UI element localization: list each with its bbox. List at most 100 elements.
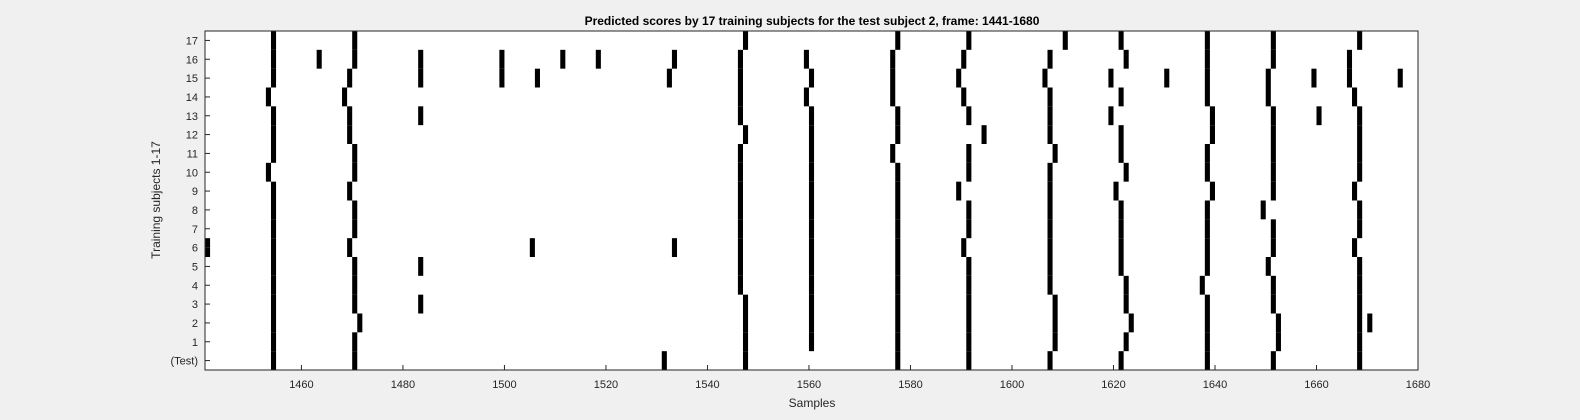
event-marker — [966, 200, 972, 220]
event-marker — [803, 49, 809, 69]
event-marker — [1357, 332, 1363, 352]
event-marker — [1265, 257, 1271, 276]
event-marker — [1346, 49, 1353, 69]
event-marker — [737, 87, 743, 107]
y-tick-label: 13 — [186, 111, 198, 123]
y-tick-label: 4 — [192, 280, 198, 292]
event-marker — [1204, 294, 1210, 314]
event-marker — [1047, 219, 1053, 239]
event-marker — [742, 31, 749, 50]
event-marker — [1047, 125, 1053, 144]
event-marker — [1047, 351, 1053, 370]
event-marker — [1357, 106, 1363, 126]
event-marker — [1118, 257, 1124, 276]
event-marker — [961, 238, 967, 257]
event-marker — [895, 275, 901, 295]
event-marker — [808, 332, 815, 352]
y-tick-label: 14 — [186, 92, 198, 104]
event-marker — [352, 144, 358, 163]
event-marker — [1275, 332, 1281, 352]
event-marker — [966, 219, 972, 239]
event-marker — [1047, 87, 1053, 107]
event-marker — [1352, 238, 1358, 257]
event-marker — [895, 106, 901, 126]
event-marker — [1118, 200, 1124, 220]
event-marker — [1357, 31, 1363, 50]
event-marker — [352, 219, 358, 239]
event-marker — [1118, 219, 1124, 239]
event-marker — [808, 257, 815, 276]
y-tick-label: (Test) — [171, 356, 199, 368]
event-marker — [1270, 31, 1276, 50]
event-marker — [1260, 200, 1266, 220]
event-marker — [1204, 200, 1210, 220]
event-marker — [1118, 351, 1124, 370]
event-marker — [270, 125, 277, 144]
event-marker — [1047, 49, 1053, 69]
event-marker — [270, 332, 277, 352]
event-marker — [1357, 162, 1363, 182]
event-marker — [1047, 162, 1053, 182]
event-marker — [352, 351, 358, 370]
event-marker — [1118, 31, 1124, 50]
x-tick-label: 1520 — [594, 379, 618, 391]
x-tick-label: 1560 — [797, 379, 821, 391]
event-marker — [742, 125, 749, 144]
x-tick-label: 1500 — [492, 379, 516, 391]
event-marker — [1128, 313, 1134, 333]
event-marker — [895, 351, 901, 370]
event-marker — [1123, 275, 1129, 295]
x-tick-label: 1620 — [1101, 379, 1125, 391]
event-marker — [803, 87, 809, 107]
event-marker — [737, 162, 743, 182]
event-marker — [1270, 162, 1276, 182]
event-marker — [808, 68, 815, 88]
event-marker — [966, 313, 972, 333]
event-marker — [1204, 238, 1210, 257]
event-marker — [895, 219, 901, 239]
event-marker — [1367, 313, 1373, 333]
event-marker — [1204, 351, 1210, 370]
event-marker — [1270, 106, 1276, 126]
event-marker — [1123, 294, 1129, 314]
event-marker — [1357, 351, 1363, 370]
event-marker — [808, 144, 815, 163]
event-marker — [270, 313, 277, 333]
x-tick-label: 1480 — [391, 379, 415, 391]
event-marker — [1357, 294, 1363, 314]
y-tick-label: 7 — [192, 224, 198, 236]
event-marker — [966, 106, 972, 126]
event-marker — [890, 68, 896, 88]
y-tick-label: 10 — [186, 167, 198, 179]
event-marker — [1357, 257, 1363, 276]
event-marker — [808, 106, 815, 126]
event-marker — [737, 181, 743, 201]
event-marker — [742, 332, 749, 352]
event-marker — [347, 106, 353, 126]
event-marker — [895, 257, 901, 276]
event-marker — [1357, 144, 1363, 163]
event-marker — [1270, 49, 1276, 69]
event-marker — [895, 294, 901, 314]
event-marker — [1209, 125, 1215, 144]
event-marker — [1062, 31, 1068, 50]
y-tick-label: 15 — [186, 73, 198, 85]
event-marker — [1123, 162, 1129, 182]
event-marker — [270, 181, 277, 201]
event-marker — [1047, 181, 1053, 201]
event-marker — [1311, 68, 1317, 88]
x-tick-label: 1660 — [1304, 379, 1328, 391]
y-tick-label: 3 — [192, 299, 198, 311]
event-marker — [595, 49, 601, 69]
event-marker — [265, 162, 271, 182]
event-marker — [961, 87, 967, 107]
event-marker — [270, 106, 277, 126]
event-marker — [808, 313, 815, 333]
event-marker — [347, 238, 353, 257]
event-marker — [966, 294, 972, 314]
event-marker — [1118, 238, 1124, 257]
event-marker — [742, 351, 749, 370]
event-marker — [808, 219, 815, 239]
event-marker — [895, 313, 901, 333]
